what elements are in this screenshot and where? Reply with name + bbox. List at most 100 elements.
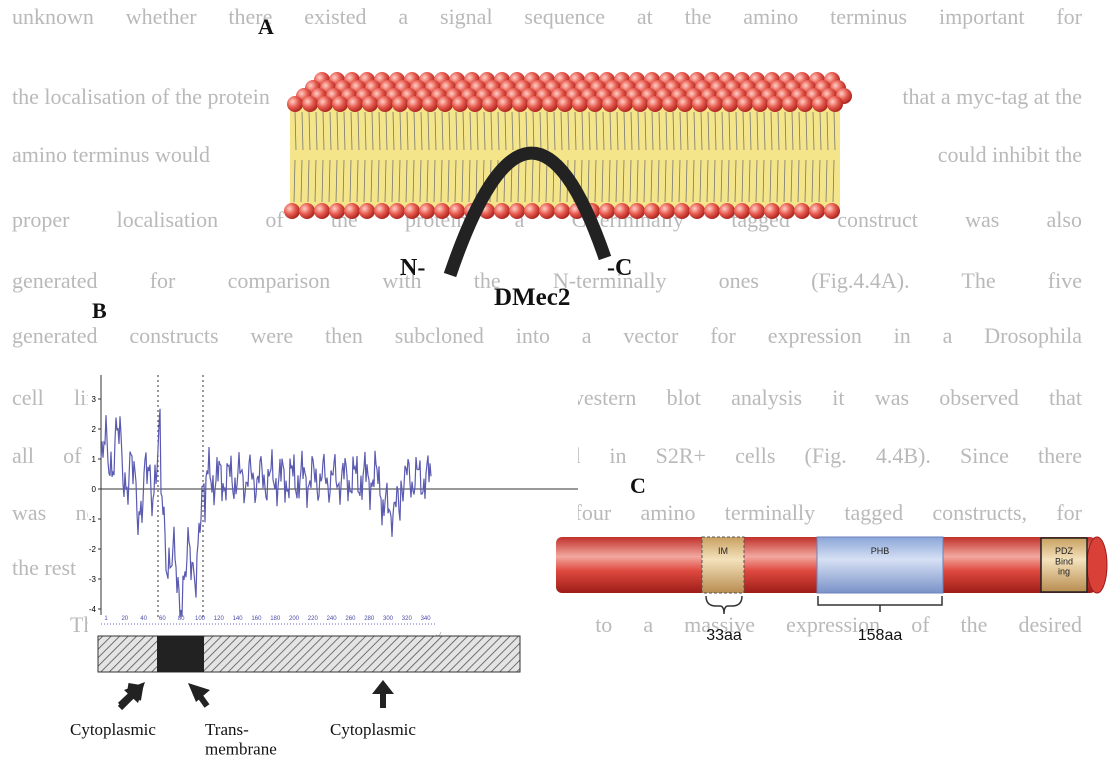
- lipid-head: [722, 96, 738, 112]
- lipid-head: [662, 96, 678, 112]
- lipid-head: [314, 203, 330, 219]
- lipid-tail: [602, 111, 605, 151]
- lipid-tail: [644, 111, 647, 151]
- domain-label: IM: [718, 546, 728, 556]
- lipid-tail: [818, 159, 821, 203]
- lipid-tail: [748, 159, 751, 203]
- text-fragment: amino terminus would: [12, 142, 210, 167]
- lipid-head: [617, 96, 633, 112]
- lipid-tail: [678, 159, 681, 203]
- lipid-tail: [370, 159, 373, 203]
- x-tick-label: 120: [214, 616, 225, 622]
- lipid-head: [812, 96, 828, 112]
- lipid-tail: [699, 159, 702, 203]
- lipid-head: [452, 96, 468, 112]
- c-terminus: -C: [607, 255, 632, 281]
- lipid-tail: [720, 159, 723, 203]
- y-tick-label: -3: [89, 575, 97, 584]
- domain-pdz: [1040, 537, 1088, 593]
- lipid-tail: [328, 159, 331, 203]
- text-fragment: the rest: [12, 555, 77, 580]
- x-tick-label: 340: [421, 616, 432, 622]
- lipid-head: [809, 203, 825, 219]
- lipid-head: [419, 203, 435, 219]
- lipid-head: [494, 203, 510, 219]
- lipid-tail: [679, 111, 682, 151]
- lipid-head: [749, 203, 765, 219]
- lipid-tail: [727, 159, 730, 203]
- lipid-tail: [574, 111, 577, 151]
- lipid-tail: [833, 111, 836, 151]
- lipid-head: [287, 96, 303, 112]
- lipid-tail: [685, 159, 688, 203]
- lipid-tail: [413, 111, 416, 151]
- lipid-head: [764, 203, 780, 219]
- text-line: unknown whether there existed a signal s…: [12, 4, 1082, 30]
- lipid-head: [449, 203, 465, 219]
- lipid-tail: [671, 159, 674, 203]
- lipid-tail: [630, 111, 633, 151]
- lipid-tail: [293, 159, 296, 203]
- lipid-tail: [391, 159, 394, 203]
- x-tick-label: 300: [383, 616, 394, 622]
- lipid-head: [689, 203, 705, 219]
- lipid-tail: [594, 159, 597, 203]
- lipid-head: [587, 96, 603, 112]
- lipid-tail: [735, 111, 738, 151]
- lipid-tail: [657, 159, 660, 203]
- lipid-tail: [433, 159, 436, 203]
- lipid-tail: [322, 111, 325, 151]
- lipid-tail: [553, 111, 556, 151]
- text-line: generated for comparison with the N-term…: [12, 268, 1082, 294]
- lipid-head: [779, 203, 795, 219]
- lipid-tail: [769, 159, 772, 203]
- lipid-tail: [713, 159, 716, 203]
- lipid-head: [674, 203, 690, 219]
- lipid-tail: [636, 159, 639, 203]
- lipid-tail: [539, 111, 542, 151]
- lipid-tail: [651, 111, 654, 151]
- lipid-tail: [363, 159, 366, 203]
- lipid-head: [734, 203, 750, 219]
- lipid-tail: [622, 159, 625, 203]
- text-fragment: unknown whether there existed a signal s…: [12, 4, 1082, 29]
- lipid-head: [827, 96, 843, 112]
- lipid-head: [677, 96, 693, 112]
- lipid-head: [692, 96, 708, 112]
- membrane: [284, 72, 852, 219]
- lipid-tail: [538, 159, 541, 203]
- lipid-tail: [686, 111, 689, 151]
- x-tick-label: 140: [233, 616, 244, 622]
- lipid-tail: [770, 111, 773, 151]
- x-tick-label: 60: [159, 616, 166, 622]
- text-line: the localisation of the protein that a m…: [12, 84, 1082, 110]
- lipid-tail: [531, 159, 534, 203]
- lipid-head: [599, 203, 615, 219]
- lipid-tail: [448, 111, 451, 151]
- lipid-tail: [805, 111, 808, 151]
- domain-label: PHB: [871, 546, 890, 556]
- lipid-head: [704, 203, 720, 219]
- lipid-head: [407, 96, 423, 112]
- lipid-tail: [357, 111, 360, 151]
- lipid-tail: [812, 111, 815, 151]
- lipid-tail: [517, 159, 520, 203]
- lipid-head: [557, 96, 573, 112]
- lipid-tail: [378, 111, 381, 151]
- lipid-tail: [427, 111, 430, 151]
- x-tick-label: 240: [327, 616, 338, 622]
- lipid-head: [509, 203, 525, 219]
- x-tick-label: 20: [121, 616, 128, 622]
- lipid-tail: [342, 159, 345, 203]
- panel-label: C: [630, 473, 646, 498]
- lipid-tail: [637, 111, 640, 151]
- lipid-tail: [762, 159, 765, 203]
- lipid-tail: [826, 111, 829, 151]
- lipid-head: [572, 96, 588, 112]
- lipid-tail: [399, 111, 402, 151]
- lipid-tail: [672, 111, 675, 151]
- lipid-tail: [475, 159, 478, 203]
- panel-label: B: [92, 298, 107, 323]
- lipid-head: [539, 203, 555, 219]
